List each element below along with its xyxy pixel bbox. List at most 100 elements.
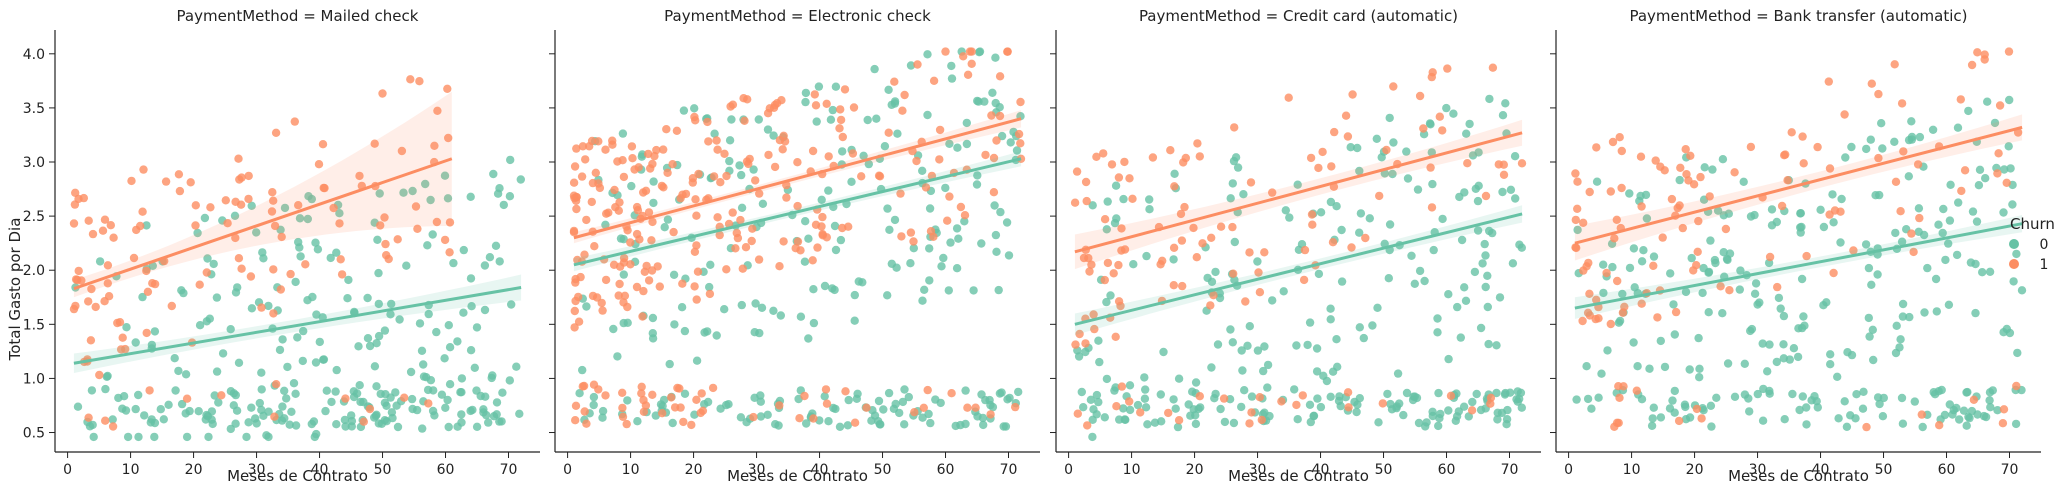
- scatter-point-churn-1: [84, 413, 93, 422]
- scatter-point-churn-1: [614, 206, 623, 215]
- scatter-point-churn-1: [1780, 151, 1789, 160]
- scatter-point-churn-1: [648, 390, 657, 399]
- scatter-point-churn-0: [1403, 174, 1413, 183]
- scatter-point-churn-0: [1847, 142, 1856, 152]
- scatter-point-churn-0: [1332, 335, 1341, 344]
- x-tick-label: 40: [1812, 462, 1830, 478]
- scatter-point-churn-1: [747, 236, 756, 246]
- scatter-point-churn-1: [1874, 153, 1883, 163]
- scatter-point-churn-0: [1861, 240, 1871, 249]
- scatter-point-churn-0: [1713, 206, 1723, 215]
- scatter-point-churn-1: [1169, 243, 1179, 252]
- scatter-point-churn-1: [1216, 222, 1226, 231]
- scatter-point-churn-1: [669, 227, 678, 237]
- scatter-point-churn-1: [703, 117, 712, 127]
- scatter-point-churn-1: [1083, 421, 1092, 430]
- scatter-point-churn-1: [1079, 253, 1089, 263]
- y-tick-label: 1.0: [23, 371, 45, 387]
- scatter-point-churn-1: [1180, 202, 1189, 212]
- scatter-point-churn-1: [270, 221, 280, 231]
- scatter-point-churn-1: [796, 246, 805, 255]
- scatter-point-churn-1: [956, 202, 966, 212]
- scatter-point-churn-1: [675, 384, 684, 393]
- scatter-point-churn-0: [1670, 386, 1680, 396]
- scatter-point-churn-1: [577, 172, 587, 181]
- scatter-point-churn-0: [1833, 372, 1842, 381]
- scatter-point-churn-0: [1145, 195, 1154, 204]
- scatter-point-churn-0: [1285, 213, 1294, 222]
- scatter-point-churn-0: [1414, 418, 1424, 428]
- scatter-point-churn-1: [581, 155, 590, 164]
- scatter-point-churn-0: [1444, 354, 1453, 364]
- scatter-point-churn-0: [1625, 263, 1635, 273]
- scatter-point-churn-0: [437, 390, 447, 399]
- scatter-point-churn-1: [570, 323, 579, 332]
- scatter-point-churn-0: [1462, 129, 1471, 138]
- scatter-point-churn-0: [769, 131, 778, 140]
- y-axis-label: Total Gasto por Dia: [6, 218, 24, 362]
- scatter-point-churn-1: [639, 286, 648, 296]
- scatter-point-churn-0: [1383, 389, 1392, 399]
- scatter-point-churn-1: [444, 133, 453, 143]
- scatter-point-churn-0: [257, 368, 266, 377]
- scatter-point-churn-0: [231, 288, 241, 297]
- scatter-point-churn-1: [1620, 302, 1629, 311]
- scatter-point-churn-1: [1636, 152, 1646, 161]
- scatter-point-churn-0: [1750, 289, 1760, 298]
- scatter-point-churn-0: [1481, 282, 1490, 292]
- scatter-point-churn-1: [971, 403, 980, 412]
- scatter-point-churn-0: [952, 264, 962, 273]
- scatter-point-churn-0: [507, 300, 516, 309]
- scatter-point-churn-1: [237, 264, 246, 273]
- scatter-point-churn-0: [1867, 280, 1876, 289]
- scatter-point-churn-1: [1308, 220, 1317, 229]
- scatter-point-churn-1: [688, 178, 697, 187]
- scatter-point-churn-0: [1353, 400, 1362, 409]
- scatter-point-churn-0: [651, 411, 660, 420]
- scatter-point-churn-0: [847, 177, 856, 186]
- scatter-point-churn-1: [1667, 194, 1677, 204]
- scatter-point-churn-0: [1666, 269, 1675, 278]
- scatter-point-churn-0: [291, 277, 300, 287]
- scatter-point-churn-0: [1928, 125, 1938, 134]
- scatter-point-churn-0: [203, 254, 212, 263]
- scatter-point-churn-1: [731, 244, 740, 253]
- scatter-point-churn-0: [828, 284, 837, 293]
- scatter-point-churn-1: [995, 111, 1005, 121]
- scatter-point-churn-0: [1941, 255, 1950, 265]
- scatter-point-churn-0: [725, 136, 735, 145]
- scatter-point-churn-1: [359, 417, 368, 426]
- scatter-point-churn-0: [1228, 338, 1238, 347]
- scatter-point-churn-0: [1891, 228, 1900, 238]
- scatter-point-churn-0: [879, 405, 888, 414]
- scatter-point-churn-0: [388, 413, 397, 423]
- scatter-point-churn-1: [1899, 147, 1908, 156]
- scatter-point-churn-1: [269, 309, 278, 318]
- scatter-point-churn-0: [291, 389, 300, 398]
- scatter-point-churn-1: [1174, 416, 1184, 425]
- scatter-point-churn-1: [619, 258, 629, 267]
- scatter-point-churn-0: [1355, 323, 1365, 332]
- scatter-point-churn-1: [69, 304, 79, 314]
- scatter-point-churn-0: [1897, 237, 1907, 246]
- scatter-point-churn-1: [1909, 247, 1918, 257]
- scatter-point-churn-0: [443, 395, 452, 405]
- scatter-point-churn-1: [738, 264, 747, 273]
- scatter-point-churn-0: [995, 103, 1004, 112]
- scatter-point-churn-0: [884, 388, 894, 398]
- scatter-point-churn-0: [170, 354, 179, 363]
- scatter-point-churn-1: [1245, 419, 1254, 428]
- scatter-point-churn-0: [408, 186, 417, 196]
- scatter-point-churn-0: [1871, 191, 1880, 200]
- scatter-point-churn-0: [87, 386, 97, 395]
- scatter-point-churn-0: [1429, 245, 1438, 255]
- scatter-point-churn-0: [296, 252, 305, 261]
- scatter-point-churn-0: [1476, 405, 1486, 415]
- scatter-point-churn-0: [1645, 364, 1654, 373]
- scatter-point-churn-1: [1467, 406, 1477, 415]
- scatter-point-churn-1: [1328, 238, 1338, 247]
- scatter-point-churn-1: [1284, 93, 1293, 102]
- scatter-point-churn-0: [883, 291, 892, 300]
- scatter-point-churn-0: [1355, 166, 1364, 176]
- scatter-point-churn-1: [1862, 422, 1871, 432]
